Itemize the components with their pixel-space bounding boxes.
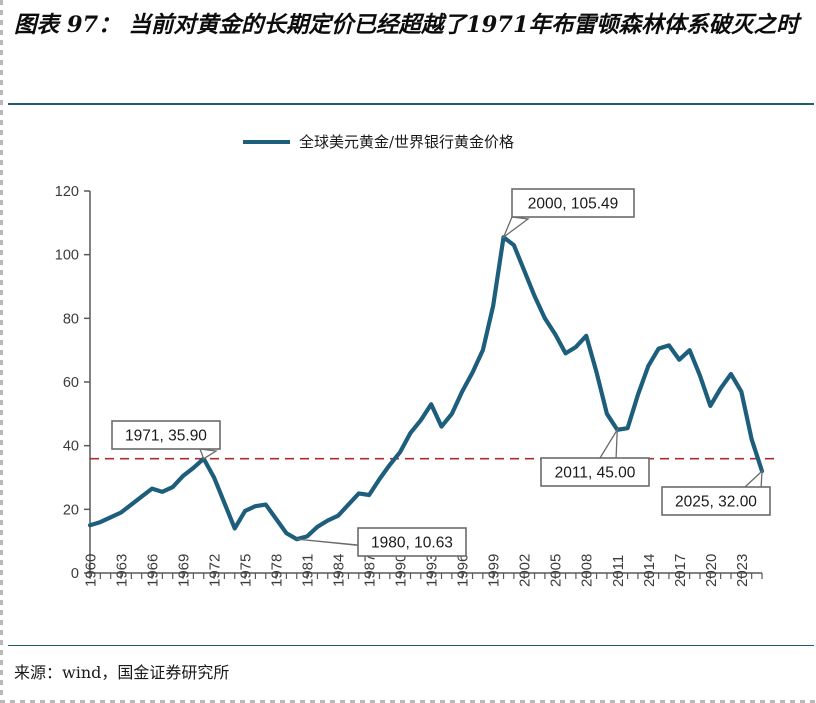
- legend-swatch-series-1: [243, 139, 290, 144]
- y-axis-tick-label: 20: [63, 502, 79, 518]
- callout-leader: [598, 427, 619, 461]
- x-axis-tick-label: 2008: [579, 554, 596, 587]
- x-axis-tick-label: 1993: [424, 554, 441, 587]
- page-edge-marker-left: [0, 0, 3, 703]
- callout-label: 1971, 35.90: [125, 428, 207, 445]
- callout-box: [511, 188, 635, 218]
- y-axis-tick-label: 80: [63, 311, 79, 327]
- y-axis-tick-label: 40: [63, 439, 79, 455]
- legend-label-series-1: 全球美元黄金/世界银行黄金价格: [299, 133, 515, 151]
- x-axis-tick-label: 1981: [300, 554, 317, 587]
- chart-legend: 全球美元黄金/世界银行黄金价格: [243, 131, 514, 152]
- x-axis-ticks: 1960 1963 1966 1969 1972 1975 1978 1981 1984 1987…: [83, 554, 763, 587]
- x-axis-tick-label: 1996: [455, 554, 472, 587]
- x-axis-tick-label: 1972: [207, 554, 224, 587]
- y-axis-tick-label: 120: [55, 184, 79, 200]
- x-axis-tick-label: 1975: [238, 554, 255, 587]
- x-axis-tick-label: 1963: [114, 554, 131, 587]
- y-axis-tick-label: 60: [63, 375, 79, 391]
- x-axis-tick-label: 2002: [517, 554, 534, 587]
- y-axis-tick-label: 0: [71, 566, 79, 582]
- callout-box: [357, 527, 467, 557]
- title-divider: [8, 103, 814, 105]
- line-chart-svg: 0 20 40 60 80 100 120 1960 1963 1966 1969 1972 1975…: [55, 184, 774, 587]
- callout-a1971: 1971, 35.90: [111, 420, 221, 460]
- y-axis-ticks: 0 20 40 60 80 100 120: [55, 184, 90, 582]
- x-axis-tick-label: 1960: [83, 554, 100, 587]
- x-axis-tick-label: 2017: [672, 554, 689, 587]
- callout-a1980: 1980, 10.63: [296, 527, 467, 557]
- x-axis-tick-label: 1969: [176, 554, 193, 587]
- callout-label: 2025, 32.00: [675, 494, 757, 511]
- x-axis-tick-label: 2023: [734, 554, 751, 587]
- x-axis-tick-label: 2014: [641, 554, 658, 587]
- callout-leader: [502, 216, 530, 240]
- page-edge-marker-bottom: [0, 700, 816, 703]
- callout-box: [661, 486, 771, 516]
- series-lines: [87, 235, 765, 542]
- x-axis-tick-label: 1984: [331, 554, 348, 587]
- callout-leader: [199, 448, 218, 460]
- callout-box: [540, 457, 650, 487]
- x-axis-tick-label: 1987: [362, 554, 379, 587]
- data-callouts: 1971, 35.90 1980, 10.63 2000, 105.49 2011, …: [111, 188, 771, 557]
- footer-divider: [8, 645, 814, 646]
- callout-a2000: 2000, 105.49: [502, 188, 635, 240]
- series-line-1: [87, 235, 765, 542]
- callout-a2025: 2025, 32.00: [661, 469, 771, 516]
- page-title: 图表 97： 当前对黄金的长期定价已经超越了1971年布雷顿森林体系破灭之时: [14, 12, 799, 38]
- callout-a2011: 2011, 45.00: [540, 427, 650, 487]
- x-axis-tick-label: 1966: [145, 554, 162, 587]
- callout-box: [111, 420, 221, 450]
- callout-label: 1980, 10.63: [371, 535, 453, 552]
- x-axis-tick-label: 2005: [548, 554, 565, 587]
- x-axis-tick-label: 1990: [393, 554, 410, 587]
- y-axis-tick-label: 100: [55, 248, 79, 264]
- x-axis-tick-label: 2020: [703, 554, 720, 587]
- callout-label: 2011, 45.00: [555, 465, 636, 482]
- x-axis-tick-label: 1978: [269, 554, 286, 587]
- callout-label: 2000, 105.49: [528, 196, 619, 213]
- source-note: 来源：wind，国金证券研究所: [14, 663, 230, 682]
- x-axis-tick-label: 1999: [486, 554, 503, 587]
- chart-plot-area: 0 20 40 60 80 100 120 1960 1963 1966 1969 1972 1975…: [55, 184, 774, 587]
- x-axis-tick-label: 2011: [610, 555, 627, 587]
